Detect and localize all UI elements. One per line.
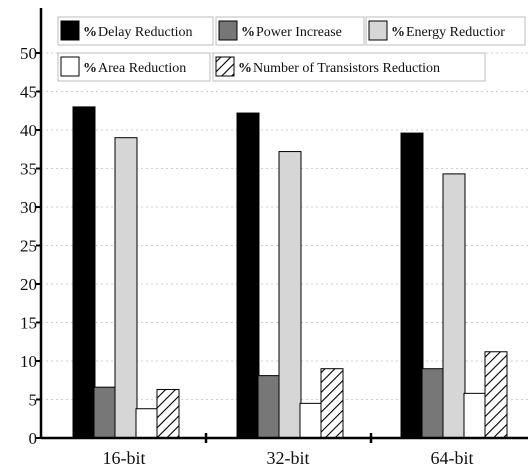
- y-tick-label: 50: [20, 44, 37, 63]
- x-category-label: 32-bit: [267, 448, 310, 468]
- legend-label: Delay Reduction: [98, 25, 192, 40]
- legend-percent: %: [83, 61, 97, 76]
- bar-delay-reduction-32-bit: [236, 112, 260, 439]
- bar-number-of-transistors-reduction-16-bit: [156, 388, 180, 439]
- bar-number-of-transistors-reduction-64-bit: [484, 351, 508, 439]
- y-tick-label: 10: [20, 352, 37, 371]
- bar-area-reduction-64-bit: [463, 392, 487, 439]
- legend-percent: %: [238, 61, 252, 76]
- bar-power-increase-16-bit: [93, 386, 117, 439]
- legend-item-frame: [212, 52, 486, 82]
- y-tick-label: 5: [29, 391, 38, 410]
- bar-area-reduction-16-bit: [135, 408, 159, 439]
- legend-swatch: [215, 56, 235, 77]
- y-tick-label: 45: [20, 83, 37, 102]
- legend-item-frame: [365, 16, 526, 46]
- legend-item-frame: [57, 52, 211, 82]
- legend-label: Area Reduction: [98, 61, 186, 76]
- y-tick-label: 25: [20, 237, 37, 256]
- bar-energy-reductior-16-bit: [114, 137, 138, 439]
- bar-delay-reduction-64-bit: [400, 132, 424, 439]
- legend-percent: %: [83, 25, 97, 40]
- x-category-label: 16-bit: [103, 448, 146, 468]
- bar-number-of-transistors-reduction-32-bit: [320, 368, 344, 439]
- y-axis-ticks: 0 5 10 15 20 25 30 35 40 45 50: [20, 44, 41, 448]
- y-tick-label: 0: [29, 429, 38, 448]
- legend-swatch: [60, 56, 80, 77]
- bar-energy-reductior-64-bit: [442, 173, 466, 439]
- bar-power-increase-32-bit: [257, 375, 281, 439]
- legend-swatch: [218, 20, 238, 41]
- legend-percent: %: [391, 25, 405, 40]
- legend-label: Energy Reductior: [406, 25, 505, 40]
- bars-group: [72, 106, 508, 439]
- legend-item-frame: [215, 16, 365, 46]
- y-tick-label: 30: [20, 198, 37, 217]
- legend: % Delay Reduction% Power Increase% Energy R…: [57, 16, 526, 82]
- legend-swatch: [60, 20, 80, 41]
- axes: [39, 8, 528, 443]
- y-tick-label: 20: [20, 275, 37, 294]
- y-tick-label: 35: [20, 160, 37, 179]
- legend-label: Power Increase: [256, 25, 342, 40]
- legend-percent: %: [241, 25, 255, 40]
- legend-item-frame: [57, 16, 214, 46]
- legend-swatch: [368, 20, 388, 41]
- bar-energy-reductior-32-bit: [278, 151, 302, 439]
- legend-label: Number of Transistors Reduction: [253, 61, 440, 76]
- y-tick-label: 15: [20, 314, 37, 333]
- x-axis-categories: 16-bit 32-bit 64-bit: [103, 448, 474, 468]
- x-category-label: 64-bit: [431, 448, 474, 468]
- bar-delay-reduction-16-bit: [72, 106, 96, 439]
- y-tick-label: 40: [20, 121, 37, 140]
- bar-area-reduction-32-bit: [299, 402, 323, 439]
- bar-power-increase-64-bit: [421, 368, 445, 439]
